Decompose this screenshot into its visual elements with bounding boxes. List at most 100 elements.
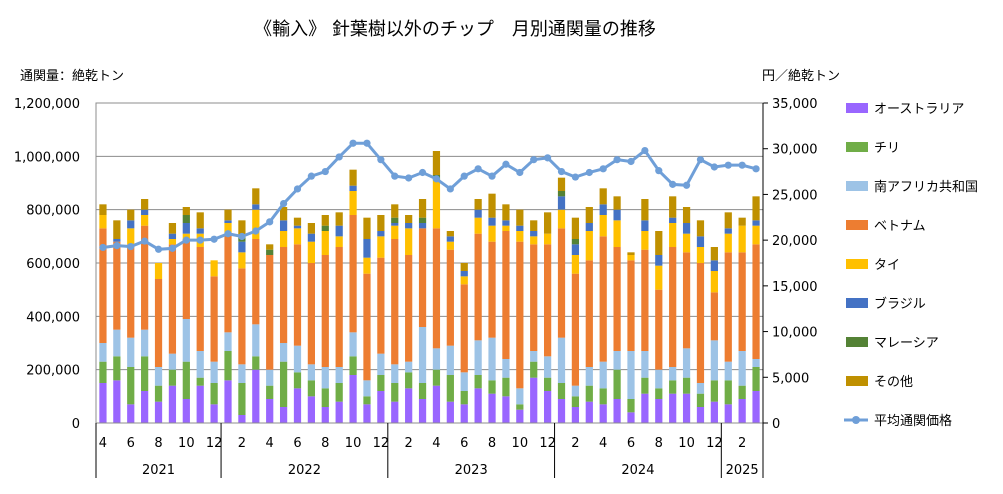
y-tick-label: 200,000 [26, 364, 80, 379]
legend-swatch [846, 337, 868, 347]
price-point [613, 156, 621, 164]
bar-segment [488, 380, 496, 394]
bar-segment [418, 199, 427, 218]
bar-segment [335, 401, 343, 423]
bar-segment [696, 220, 705, 237]
bar-segment [738, 225, 746, 253]
bar-segment [238, 383, 246, 415]
bar-segment [266, 369, 274, 386]
axes: 0 200,000 400,000 600,000 800,000 1,000,000 1,… [14, 97, 818, 478]
bar-segment [432, 151, 441, 175]
bar-segment [113, 241, 121, 330]
year-label: 2022 [288, 463, 321, 478]
bar-segment [182, 233, 190, 239]
bar-segment [154, 367, 163, 386]
bar-segment [349, 185, 357, 191]
bar-segment [279, 247, 288, 343]
bar-segment [669, 393, 677, 423]
y-tick-label: 1,000,000 [14, 150, 80, 165]
bar-segment [141, 225, 149, 330]
bar-segment [655, 231, 663, 255]
bar-segment [571, 273, 580, 386]
bar-segment [154, 263, 163, 279]
bar-segment [141, 215, 149, 226]
bar-segment [682, 348, 691, 378]
bar-segment [279, 207, 288, 221]
price-point [279, 199, 288, 208]
bar-segment [446, 345, 454, 375]
bar-segment [252, 204, 260, 210]
bar-segment [196, 351, 204, 378]
bar-segment [544, 212, 552, 234]
bar-segment [391, 223, 399, 226]
bar-segment [252, 188, 260, 205]
bar-segment [182, 207, 190, 215]
bar-segment [571, 396, 580, 407]
legend-swatch [846, 181, 868, 191]
bar-segment [613, 369, 621, 399]
price-point [585, 168, 593, 177]
bar-segment [696, 263, 705, 383]
bar-segment [488, 393, 496, 423]
bar-segment [279, 220, 288, 231]
bar-segment [405, 215, 413, 223]
year-label: 2025 [726, 463, 759, 478]
bar-segment [127, 244, 135, 338]
bar-segment [488, 217, 496, 226]
bar-segment [321, 225, 329, 231]
bar-segment [182, 215, 190, 223]
bar-segment [266, 385, 274, 399]
bar-segment [627, 351, 635, 399]
bar-segment [446, 241, 454, 250]
bar-segment [405, 372, 413, 389]
bar-segment [321, 367, 329, 389]
bar-segment [710, 401, 718, 423]
bar-segment [724, 252, 732, 362]
bar-segment [724, 228, 732, 234]
bar-segment [724, 361, 732, 381]
bar-segment [99, 361, 107, 383]
bar-segment [127, 228, 135, 245]
price-point [460, 172, 468, 180]
bar-segment [460, 271, 468, 277]
bar-segment [196, 377, 204, 386]
bar-segment [530, 231, 538, 237]
legend-swatch-marker [852, 416, 860, 424]
bar-segment [710, 247, 718, 261]
bar-segment [488, 193, 496, 218]
bar-segment [474, 199, 482, 210]
price-point [377, 156, 385, 164]
bar-segment [544, 244, 552, 357]
bar-segment [460, 404, 468, 423]
price-point [696, 156, 705, 164]
bar-segment [418, 399, 427, 423]
bar-segment [210, 383, 218, 405]
price-point [432, 175, 441, 183]
price-point [391, 172, 399, 180]
bar-segment [405, 228, 413, 255]
x-tick-label: 8 [321, 436, 329, 451]
bar-segment [544, 356, 552, 378]
bar-segment [460, 284, 468, 373]
bar-segment [669, 217, 677, 223]
bar-segment [613, 399, 621, 423]
bar-segment [363, 396, 371, 405]
bar-segment [516, 231, 524, 242]
bar-segment [613, 247, 621, 351]
x-tick-label: 4 [599, 436, 607, 451]
bar-segment [530, 236, 538, 245]
bar-segment [363, 257, 371, 274]
bar-segment [655, 255, 663, 266]
bar-segment [182, 361, 190, 399]
bar-segment [682, 233, 691, 253]
bar-segment [488, 337, 496, 381]
bar-segment [99, 343, 107, 362]
bar-segment [210, 276, 218, 362]
bar-segment [669, 247, 677, 367]
bar-segment [474, 233, 482, 341]
bar-segment [669, 223, 677, 247]
bar-segment [307, 364, 315, 381]
legend-label: 南アフリカ共和国 [874, 179, 978, 195]
bar-segment [293, 345, 302, 373]
